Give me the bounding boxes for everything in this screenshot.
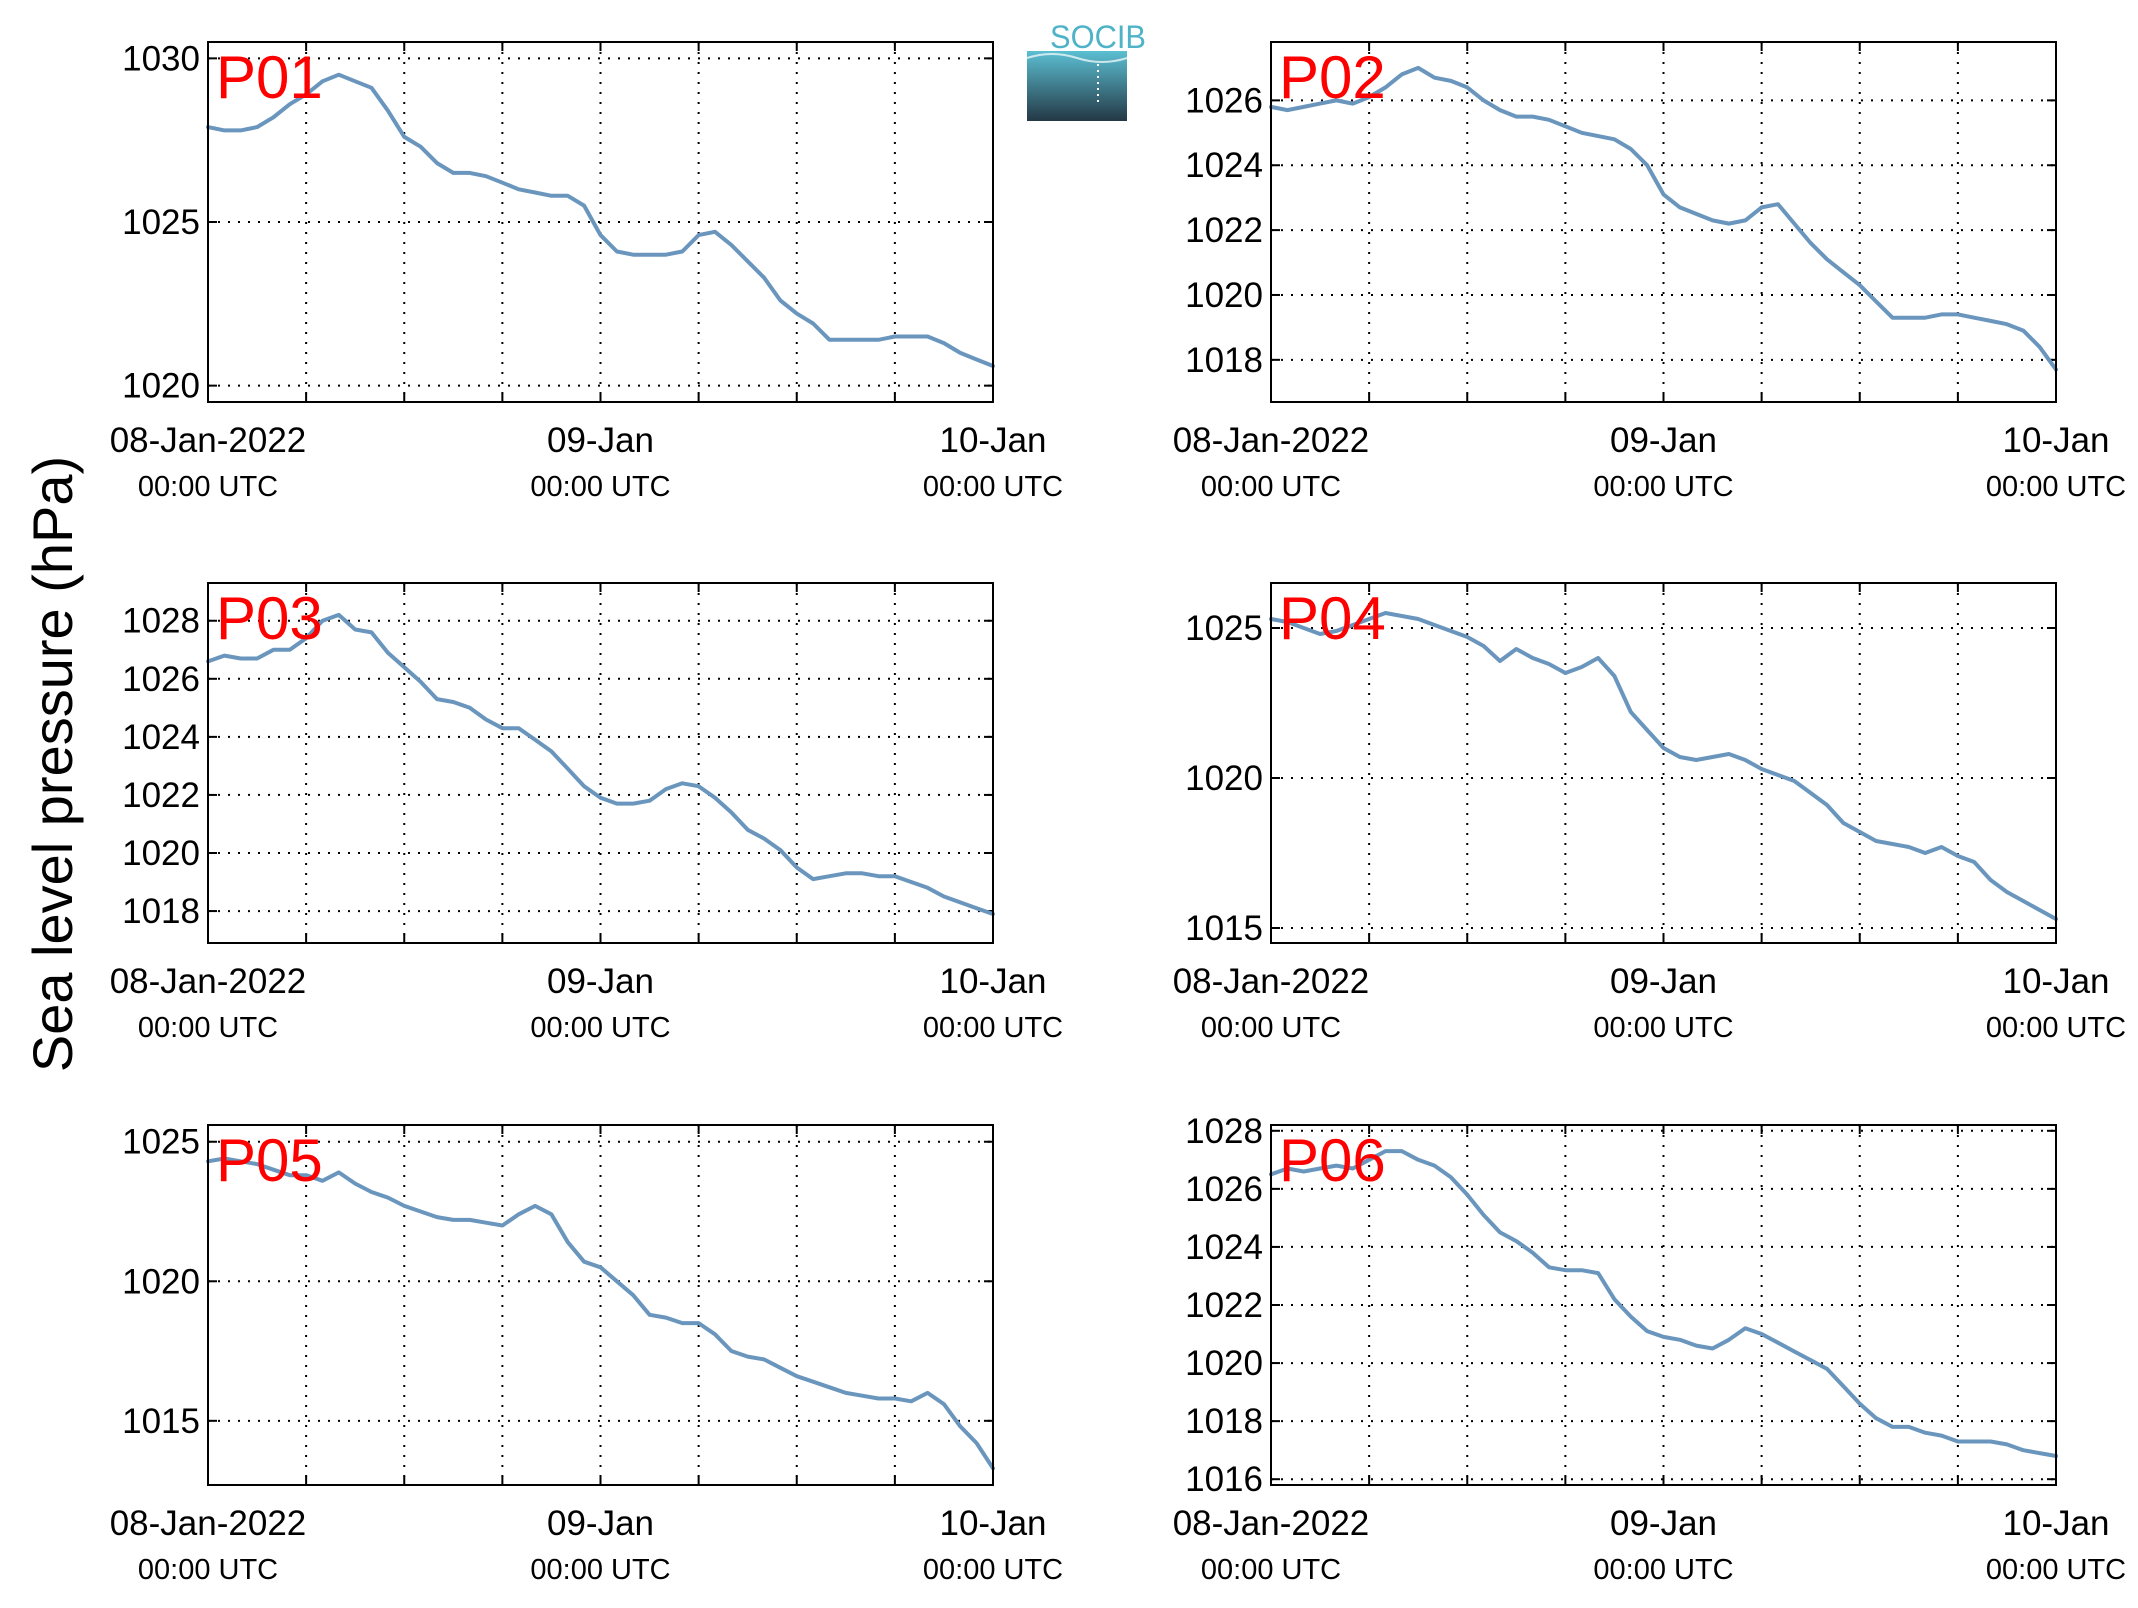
x-tick-date-label: 09-Jan [1610, 1504, 1717, 1543]
x-tick-date-label: 09-Jan [1610, 962, 1717, 1001]
y-tick-label: 1018 [122, 892, 200, 931]
x-tick-date-label: 10-Jan [2002, 1504, 2109, 1543]
x-tick-time-label: 00:00 UTC [1986, 1554, 2126, 1586]
y-tick-label: 1020 [122, 367, 200, 406]
x-tick-time-label: 00:00 UTC [923, 1012, 1063, 1044]
x-tick-time-label: 00:00 UTC [1986, 1012, 2126, 1044]
axis-frame [207, 582, 994, 944]
y-tick-label: 1024 [1185, 1228, 1263, 1267]
panel-label: P05 [216, 1127, 323, 1194]
x-tick-date-label: 08-Jan-2022 [110, 1504, 307, 1543]
x-tick-time-label: 00:00 UTC [530, 1554, 670, 1586]
panel-p03: 1018 1020 1022 1024 1026 1028 P03 08-Jan-2022 00… [110, 582, 1063, 1044]
axis-frame [1270, 1124, 2057, 1486]
x-tick-date-label: 10-Jan [939, 962, 1046, 1001]
y-tick-label: 1020 [1185, 276, 1263, 315]
y-tick-label: 1025 [122, 1123, 200, 1162]
panel-p05: 1015 1020 1025 P05 08-Jan-2022 00:00 UTC 09-Ja… [110, 1123, 1063, 1586]
y-tick-label: 1020 [122, 1262, 200, 1301]
axis-frame [1270, 582, 2057, 944]
panel-label: P02 [1279, 44, 1386, 111]
pressure-line [206, 612, 995, 916]
x-tick-date-label: 09-Jan [1610, 421, 1717, 460]
pressure-line [1269, 1149, 2058, 1458]
x-tick-date-label: 10-Jan [2002, 421, 2109, 460]
x-tick-time-label: 00:00 UTC [1593, 1012, 1733, 1044]
x-tick-time-label: 00:00 UTC [1986, 471, 2126, 503]
x-tick-date-label: 08-Jan-2022 [110, 962, 307, 1001]
y-tick-label: 1028 [1185, 1112, 1263, 1151]
x-tick-time-label: 00:00 UTC [1593, 471, 1733, 503]
pressure-line [206, 72, 995, 368]
x-tick-time-label: 00:00 UTC [138, 1012, 278, 1044]
x-tick-date-label: 10-Jan [2002, 962, 2109, 1001]
x-tick-date-label: 09-Jan [547, 421, 654, 460]
x-tick-time-label: 00:00 UTC [530, 471, 670, 503]
panel-p04: 1015 1020 1025 P04 08-Jan-2022 00:00 UTC 09-Ja… [1173, 582, 2126, 1044]
panel-p06: 1016 1018 1020 1022 1024 1026 1028 P06 08-Jan-20… [1173, 1112, 2126, 1586]
logo-text: SOCIB [1050, 19, 1146, 55]
x-tick-time-label: 00:00 UTC [923, 471, 1063, 503]
panel-label: P01 [216, 44, 323, 111]
x-tick-time-label: 00:00 UTC [923, 1554, 1063, 1586]
axis-frame [207, 41, 994, 403]
x-tick-time-label: 00:00 UTC [138, 1554, 278, 1586]
x-tick-time-label: 00:00 UTC [1201, 1012, 1341, 1044]
socib-logo: SOCIB [1026, 19, 1146, 121]
y-tick-label: 1026 [1185, 1170, 1263, 1209]
x-tick-date-label: 08-Jan-2022 [1173, 1504, 1370, 1543]
x-tick-date-label: 10-Jan [939, 421, 1046, 460]
x-tick-date-label: 08-Jan-2022 [1173, 962, 1370, 1001]
y-tick-label: 1024 [1185, 146, 1263, 185]
x-tick-date-label: 09-Jan [547, 1504, 654, 1543]
x-tick-time-label: 00:00 UTC [530, 1012, 670, 1044]
panel-p02: 1018 1020 1022 1024 1026 P02 08-Jan-2022 00:00 … [1173, 41, 2126, 503]
x-tick-time-label: 00:00 UTC [1201, 471, 1341, 503]
y-tick-label: 1016 [1185, 1460, 1263, 1499]
logo-wave [1026, 53, 1128, 63]
y-axis-label: Sea level pressure (hPa) [21, 456, 84, 1072]
x-tick-date-label: 10-Jan [939, 1504, 1046, 1543]
x-tick-time-label: 00:00 UTC [1201, 1554, 1341, 1586]
y-tick-label: 1026 [122, 660, 200, 699]
panel-label: P06 [1279, 1127, 1386, 1194]
y-tick-label: 1022 [1185, 211, 1263, 250]
x-tick-date-label: 08-Jan-2022 [110, 421, 307, 460]
y-tick-label: 1015 [122, 1402, 200, 1441]
y-tick-label: 1015 [1185, 909, 1263, 948]
y-tick-label: 1018 [1185, 1402, 1263, 1441]
y-tick-label: 1025 [1185, 609, 1263, 648]
y-tick-label: 1028 [122, 602, 200, 641]
pressure-line [206, 1156, 995, 1471]
axis-frame [1270, 41, 2057, 403]
x-tick-time-label: 00:00 UTC [1593, 1554, 1733, 1586]
y-tick-label: 1022 [1185, 1286, 1263, 1325]
x-tick-date-label: 08-Jan-2022 [1173, 421, 1370, 460]
pressure-line [1269, 611, 2058, 921]
x-tick-time-label: 00:00 UTC [138, 471, 278, 503]
y-tick-label: 1026 [1185, 81, 1263, 120]
y-tick-label: 1018 [1185, 341, 1263, 380]
panel-label: P04 [1279, 585, 1386, 652]
y-tick-label: 1020 [122, 834, 200, 873]
y-tick-label: 1025 [122, 203, 200, 242]
y-tick-label: 1020 [1185, 1344, 1263, 1383]
x-tick-date-label: 09-Jan [547, 962, 654, 1001]
y-tick-label: 1030 [122, 39, 200, 78]
chart-panels: 1020 1025 1030 P01 08-Jan-2022 00:00 UTC 09-Ja… [110, 39, 2126, 1586]
logo-block [1027, 51, 1127, 121]
panel-label: P03 [216, 585, 323, 652]
y-tick-label: 1024 [122, 718, 200, 757]
pressure-line [1269, 65, 2058, 372]
axis-frame [207, 1124, 994, 1486]
y-tick-label: 1020 [1185, 759, 1263, 798]
y-tick-label: 1022 [122, 776, 200, 815]
panel-p01: 1020 1025 1030 P01 08-Jan-2022 00:00 UTC 09-Ja… [110, 39, 1063, 503]
